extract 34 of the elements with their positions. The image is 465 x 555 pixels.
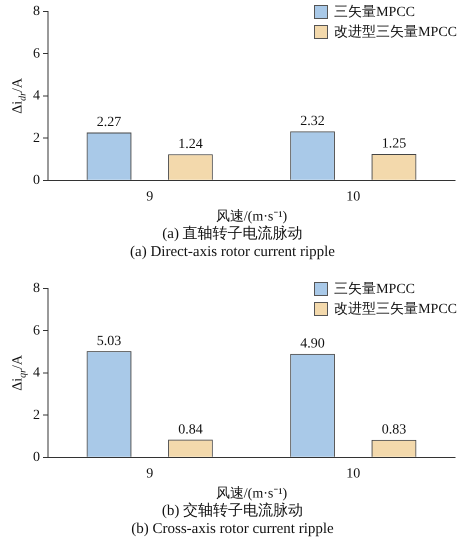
legend-label: 改进型三矢量MPCC xyxy=(334,300,457,318)
y-tick-label: 8 xyxy=(33,281,40,296)
data-label: 4.90 xyxy=(300,336,325,352)
data-label: 0.84 xyxy=(178,422,203,438)
x-tick-label: 10 xyxy=(346,466,360,482)
text: (b) 交轴转子电流脉动 xyxy=(160,502,304,520)
x-axis-title: 风速/(m·s⁻¹) xyxy=(216,208,288,224)
y-tick-label: 8 xyxy=(33,4,40,20)
y-tick-label: 6 xyxy=(33,46,40,62)
y-axis-title: Δidr/A xyxy=(10,77,29,114)
data-label: 0.83 xyxy=(382,422,406,438)
y-tick-label: 4 xyxy=(33,88,40,104)
text: (a) Direct-axis rotor current ripple xyxy=(129,243,336,261)
text: (b) Cross-axis rotor current ripple xyxy=(130,520,335,538)
y-tick-label: 2 xyxy=(33,130,40,146)
x-tick-label: 9 xyxy=(146,189,154,204)
y-tick-label: 0 xyxy=(33,173,40,188)
data-label: 5.03 xyxy=(96,334,122,349)
text: (a) 直轴转子电流脉动 xyxy=(161,225,304,243)
x-tick-label: 10 xyxy=(346,189,360,204)
data-label: 2.32 xyxy=(300,114,325,130)
y-tick-label: 4 xyxy=(33,366,40,381)
legend-label: 改进型三矢量MPCC xyxy=(334,24,457,41)
data-label: 1.24 xyxy=(178,136,203,152)
data-label: 1.25 xyxy=(382,136,406,152)
y-tick-label: 2 xyxy=(33,408,40,423)
legend-label: 三矢量MPCC xyxy=(334,4,415,21)
y-tick-label: 6 xyxy=(33,323,40,338)
x-tick-label: 9 xyxy=(146,466,154,482)
y-axis-title: Δiqr/A xyxy=(10,354,29,391)
legend-label: 三矢量MPCC xyxy=(334,280,415,298)
y-tick-label: 0 xyxy=(33,450,40,466)
data-label: 2.27 xyxy=(96,115,122,130)
x-axis-title: 风速/(m·s⁻¹) xyxy=(216,485,288,502)
